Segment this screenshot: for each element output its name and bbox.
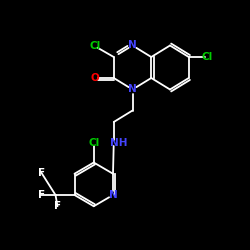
Text: F: F: [38, 168, 45, 177]
Text: Cl: Cl: [90, 41, 101, 51]
Text: F: F: [54, 201, 61, 211]
Text: Cl: Cl: [202, 52, 213, 62]
Text: NH: NH: [110, 138, 128, 148]
Text: F: F: [38, 190, 45, 200]
Text: O: O: [90, 73, 100, 83]
Text: N: N: [128, 84, 137, 94]
Text: N: N: [108, 190, 118, 200]
Text: N: N: [128, 40, 137, 50]
Text: Cl: Cl: [88, 138, 100, 147]
